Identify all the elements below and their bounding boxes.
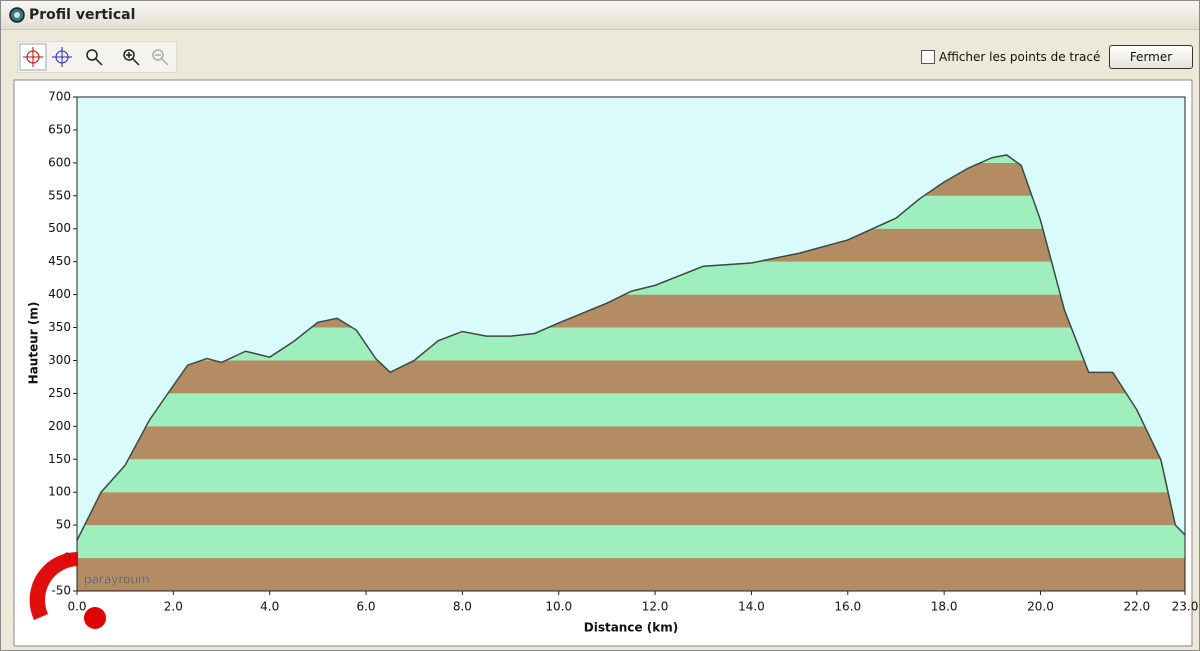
x-tick-label: 16.0 bbox=[834, 600, 861, 614]
y-tick-label: 50 bbox=[56, 518, 71, 532]
y-tick-label: 700 bbox=[48, 90, 71, 104]
y-tick-label: 300 bbox=[48, 353, 71, 367]
x-tick-label: 18.0 bbox=[931, 600, 958, 614]
x-tick-label: 10.0 bbox=[545, 600, 572, 614]
band bbox=[77, 393, 1185, 427]
y-tick-label: 400 bbox=[48, 287, 71, 301]
band bbox=[77, 492, 1185, 526]
tool-red-target[interactable] bbox=[23, 47, 43, 67]
y-tick-label: 500 bbox=[48, 221, 71, 235]
tool-zoom-out[interactable] bbox=[152, 49, 169, 66]
toolbar bbox=[17, 41, 177, 73]
tool-zoom-box[interactable] bbox=[86, 49, 103, 66]
y-tick-label: 100 bbox=[48, 485, 71, 499]
y-tick-label: 150 bbox=[48, 452, 71, 466]
y-tick-label: 200 bbox=[48, 419, 71, 433]
title-bar: Profil vertical bbox=[1, 1, 1199, 30]
app-icon bbox=[9, 7, 25, 23]
y-tick-label: 550 bbox=[48, 188, 71, 202]
band bbox=[77, 426, 1185, 460]
x-axis-label: Distance (km) bbox=[584, 621, 678, 635]
y-axis-label: Hauteur (m) bbox=[27, 302, 41, 385]
band bbox=[77, 459, 1185, 493]
checkbox-label: Afficher les points de tracé bbox=[939, 50, 1101, 64]
checkbox-box[interactable] bbox=[921, 50, 935, 64]
x-tick-label: 23.0 bbox=[1172, 600, 1199, 614]
y-tick-label: 250 bbox=[48, 386, 71, 400]
y-tick-label: 350 bbox=[48, 320, 71, 334]
close-button[interactable]: Fermer bbox=[1109, 45, 1193, 69]
band bbox=[77, 360, 1185, 394]
watermark-logo-arc bbox=[29, 551, 78, 620]
tool-zoom-in[interactable] bbox=[123, 49, 140, 66]
x-tick-label: 6.0 bbox=[356, 600, 375, 614]
tool-blue-target[interactable] bbox=[52, 47, 72, 67]
watermark-logo-dot bbox=[84, 607, 106, 629]
profile-line bbox=[76, 154, 1186, 541]
window-title: Profil vertical bbox=[29, 7, 136, 23]
x-tick-label: 14.0 bbox=[738, 600, 765, 614]
x-tick-label: 2.0 bbox=[164, 600, 183, 614]
y-tick-label: 600 bbox=[48, 155, 71, 169]
y-tick-label: 450 bbox=[48, 254, 71, 268]
watermark: parayroum bbox=[84, 573, 150, 587]
x-tick-label: 0.0 bbox=[67, 600, 86, 614]
checkbox[interactable]: Afficher les points de tracé bbox=[921, 50, 1100, 64]
y-tick-label: -50 bbox=[51, 584, 71, 598]
plot-frame bbox=[76, 96, 1186, 592]
y-tick-label: 650 bbox=[48, 122, 71, 136]
band bbox=[77, 525, 1185, 559]
band bbox=[77, 558, 1185, 591]
toolbar-icons bbox=[19, 43, 169, 71]
x-tick-label: 22.0 bbox=[1123, 600, 1150, 614]
x-tick-label: 12.0 bbox=[642, 600, 669, 614]
x-tick-label: 4.0 bbox=[260, 600, 279, 614]
x-tick-label: 8.0 bbox=[453, 600, 472, 614]
x-tick-label: 20.0 bbox=[1027, 600, 1054, 614]
